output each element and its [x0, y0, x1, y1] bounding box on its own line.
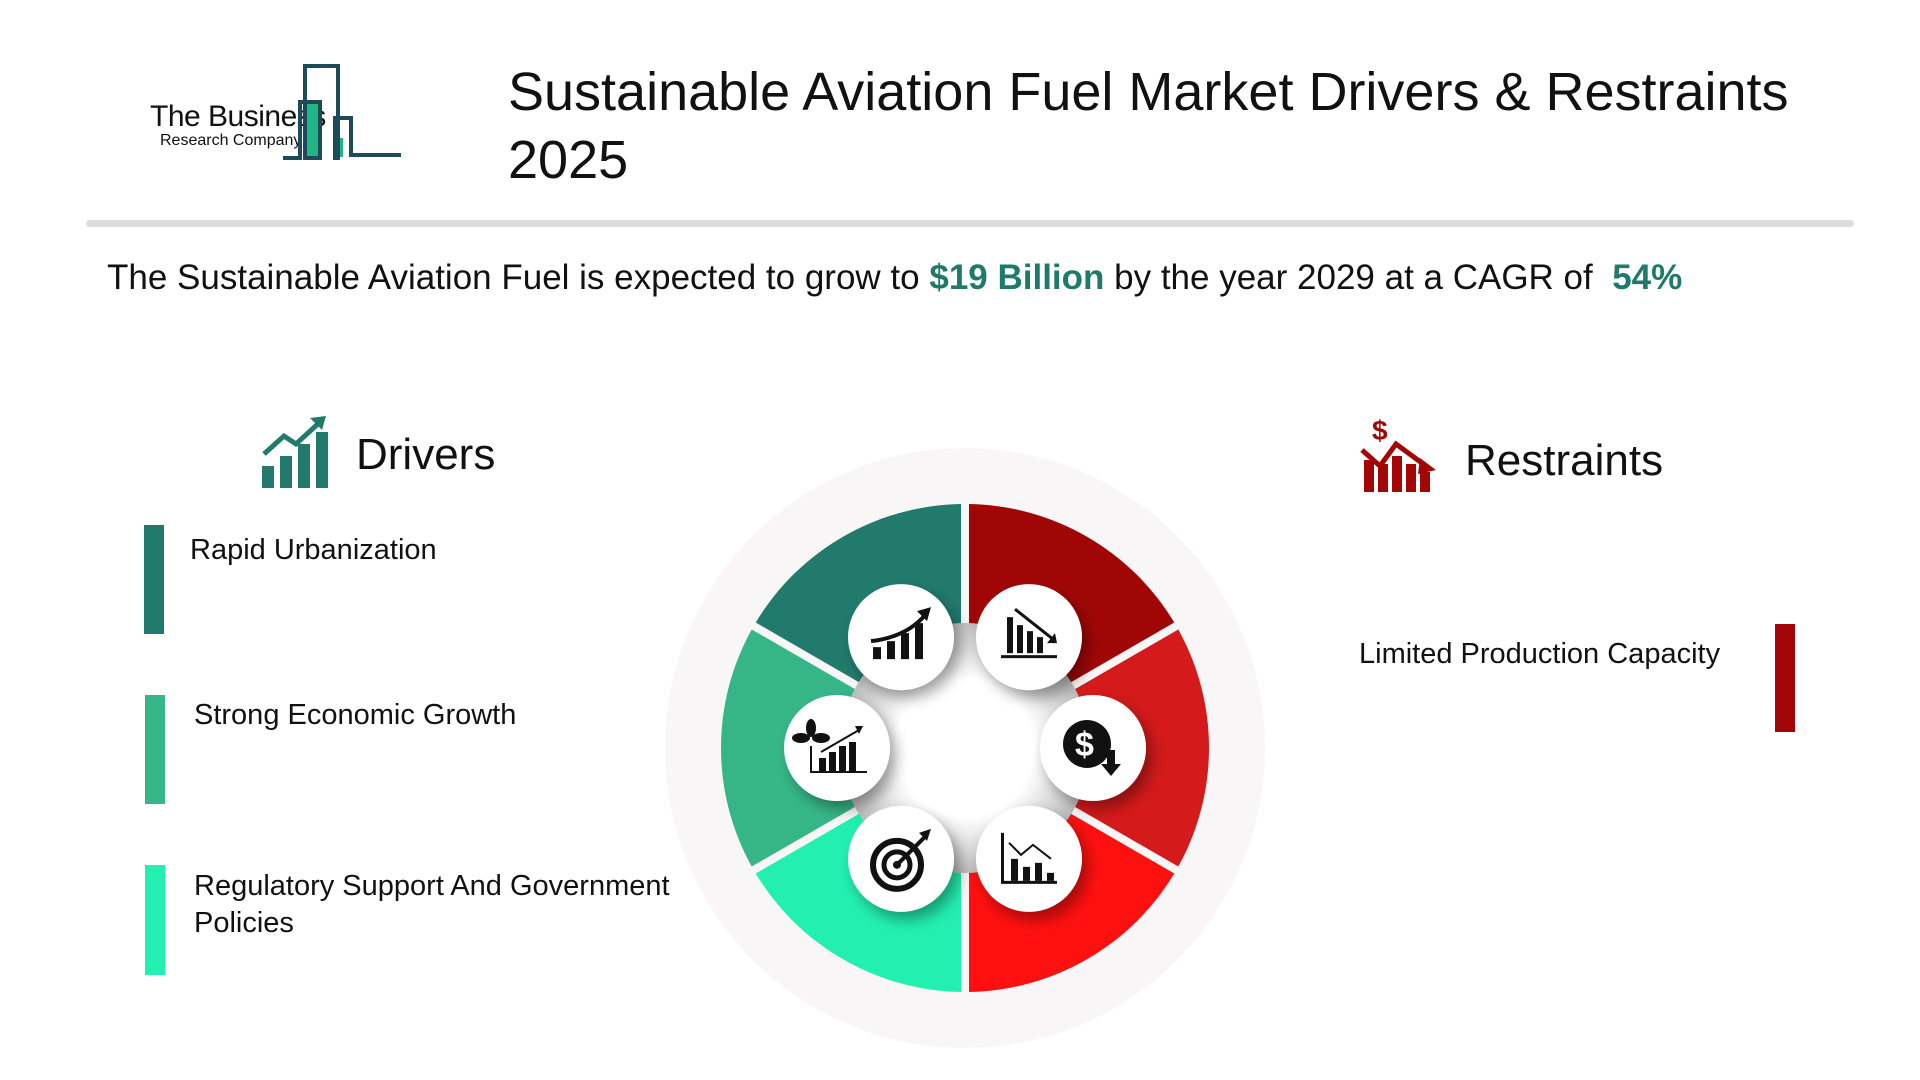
plant-growth-icon [784, 695, 890, 801]
driver-bar-1 [144, 525, 164, 634]
logo-buildings-icon [283, 64, 401, 160]
market-value: $19 Billion [929, 258, 1105, 297]
cagr-value: 54% [1612, 258, 1683, 297]
title-line-2: 2025 [508, 130, 629, 190]
drivers-restraints-wheel: $ [665, 448, 1265, 1048]
divider [86, 220, 1854, 227]
market-summary: The Sustainable Aviation Fuel is expecte… [107, 258, 1682, 298]
driver-bar-2 [145, 695, 165, 804]
title-line-1: Sustainable Aviation Fuel Market Drivers… [508, 62, 1789, 122]
dollar-down-icon: $ [1040, 695, 1146, 801]
drivers-title: Drivers [356, 430, 496, 479]
company-logo: The Business Research Company [148, 62, 468, 162]
restraint-bar-1 [1775, 624, 1795, 732]
logo-subtext: Research Company [160, 132, 302, 149]
driver-item: Strong Economic Growth [194, 699, 517, 731]
summary-prefix: The Sustainable Aviation Fuel is expecte… [107, 258, 930, 297]
dollar-decline-icon: $ [1360, 415, 1436, 492]
logo-text: The Business [150, 100, 326, 133]
declining-bars-icon [976, 584, 1082, 691]
restraints-title: Restraints [1465, 436, 1664, 485]
page-title: Sustainable Aviation Fuel Market Drivers… [508, 58, 1908, 194]
driver-bar-3 [145, 865, 165, 975]
growth-chart-icon [262, 416, 328, 488]
svg-text:$: $ [1075, 726, 1094, 764]
restraint-item: Limited Production Capacity [1359, 638, 1721, 670]
chart-decline-icon [976, 805, 1082, 912]
rising-chart-icon [848, 584, 954, 691]
driver-item: Rapid Urbanization [190, 534, 437, 566]
svg-text:$: $ [1372, 415, 1388, 446]
summary-middle: by the year 2029 at a CAGR of [1104, 258, 1603, 297]
driver-item: Regulatory Support And Government Polici… [194, 870, 670, 939]
target-icon [848, 805, 954, 912]
